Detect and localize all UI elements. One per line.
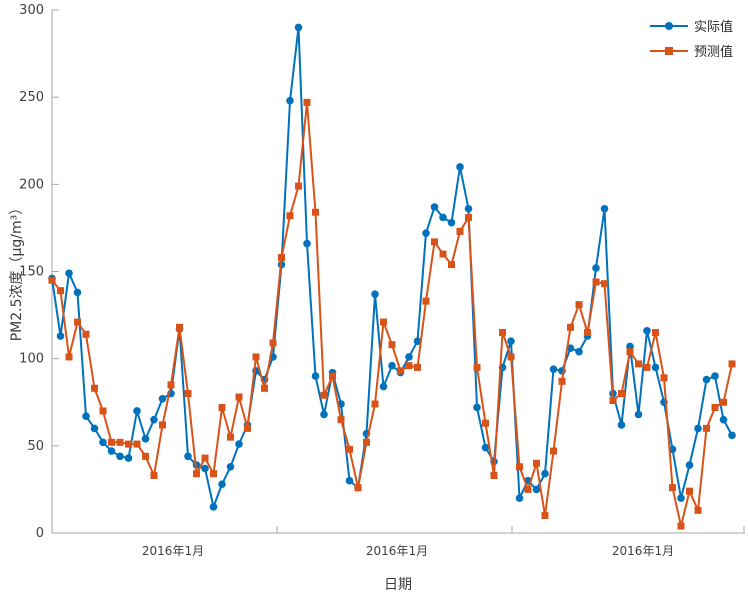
legend-item-predicted[interactable]: 预测值 <box>650 41 733 60</box>
x-axis-label: 日期 <box>384 577 412 593</box>
legend-item-actual[interactable]: 实际值 <box>650 16 733 35</box>
svg-text:0: 0 <box>36 526 44 541</box>
circle-marker-icon <box>665 21 673 30</box>
y-axis-label: PM2.5浓度（μg/m³） <box>9 200 25 342</box>
svg-text:2016年1月: 2016年1月 <box>366 544 428 558</box>
legend-label-actual: 实际值 <box>694 20 734 35</box>
predicted-series-line-sample <box>650 46 688 55</box>
svg-text:2016年1月: 2016年1月 <box>142 544 204 558</box>
svg-text:200: 200 <box>19 177 44 192</box>
svg-text:300: 300 <box>19 3 44 18</box>
svg-text:150: 150 <box>19 265 44 280</box>
svg-text:2016年1月: 2016年1月 <box>612 544 674 558</box>
svg-text:100: 100 <box>19 352 44 367</box>
svg-text:50: 50 <box>27 439 44 454</box>
legend: 实际值 预测值 <box>650 16 733 60</box>
svg-text:250: 250 <box>19 90 44 105</box>
square-marker-icon <box>665 46 673 55</box>
actual-series-line-sample <box>650 21 688 30</box>
legend-label-predicted: 预测值 <box>694 45 734 60</box>
